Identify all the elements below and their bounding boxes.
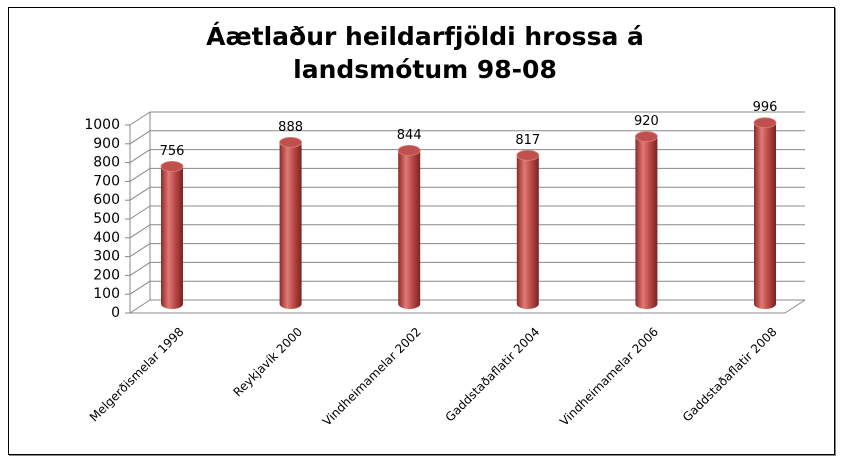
x-tick-label: Melgerðismelar 1998	[87, 325, 187, 425]
bar-top	[397, 144, 421, 156]
bar-top	[516, 149, 540, 161]
grid-line	[129, 149, 151, 164]
data-label: 996	[753, 100, 778, 115]
chart-title: Áætlaður heildarfjöldi hrossa á landsmót…	[206, 22, 644, 84]
bar-body	[635, 136, 658, 309]
bar	[635, 131, 658, 309]
y-tick-label: 900	[93, 136, 120, 152]
data-label: 756	[160, 144, 185, 159]
chart-frame	[8, 7, 835, 455]
bar-body	[161, 166, 183, 309]
y-tick-label: 300	[93, 249, 120, 265]
grid-line	[129, 299, 151, 314]
bar-body	[516, 155, 539, 309]
y-tick-label: 800	[93, 155, 120, 171]
y-tick-label: 100	[93, 286, 120, 302]
grid-line	[129, 186, 151, 201]
bar-top	[635, 131, 658, 142]
data-label: 920	[634, 114, 659, 129]
bar-body	[279, 142, 302, 309]
x-tick-label: Gaddstaðaflatir 2008	[680, 325, 780, 425]
y-tick-label: 600	[93, 192, 120, 208]
bar-body	[754, 122, 776, 309]
grid-line	[129, 205, 151, 220]
grid-line	[129, 224, 151, 239]
bar	[160, 161, 184, 309]
y-tick-label: 500	[93, 211, 120, 227]
x-tick-label: Gaddstaðaflatir 2004	[443, 325, 543, 425]
bar-top	[753, 117, 777, 129]
grid-line	[129, 280, 151, 295]
y-tick-label: 1000	[84, 117, 120, 133]
x-tick-label: Reykjavík 2000	[230, 325, 305, 400]
y-tick-label: 400	[93, 230, 120, 246]
bar-top	[279, 136, 303, 148]
y-tick-label: 200	[93, 267, 120, 283]
data-label: 888	[278, 120, 303, 135]
bar-body	[398, 150, 421, 309]
bar-top	[160, 161, 184, 172]
grid-line	[129, 130, 151, 145]
floor	[784, 299, 806, 314]
bar	[279, 136, 303, 309]
bar	[516, 149, 540, 309]
grid-line	[129, 167, 151, 182]
data-label: 817	[515, 133, 540, 148]
y-tick-label: 0	[111, 305, 120, 321]
bar	[753, 117, 777, 309]
y-tick-label: 700	[93, 173, 120, 189]
grid-line	[129, 261, 151, 276]
bar	[397, 144, 421, 309]
grid-line	[129, 243, 151, 258]
grid-line	[129, 111, 151, 126]
x-tick-label: Vindheimamelar 2002	[320, 325, 424, 429]
data-label: 844	[397, 128, 422, 143]
x-tick-label: Vindheimamelar 2006	[557, 325, 661, 429]
